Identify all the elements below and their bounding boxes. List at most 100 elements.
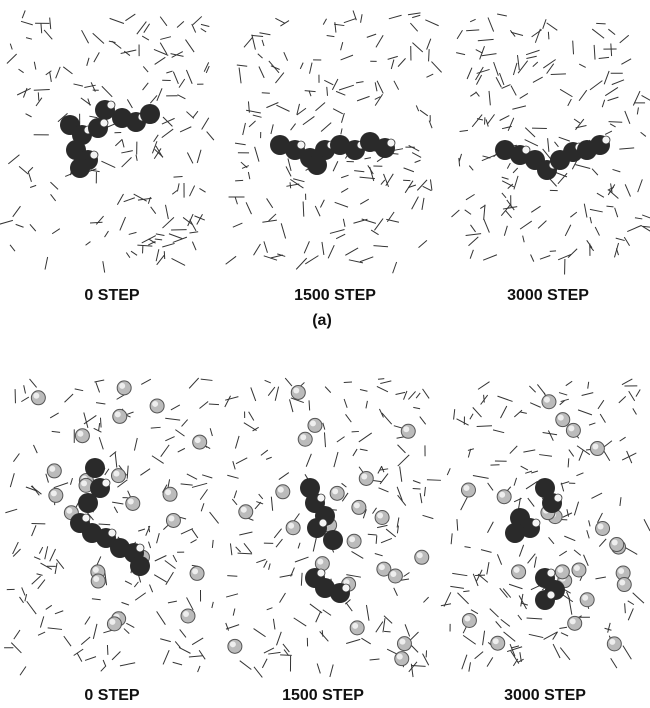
hydrogen-atom (102, 479, 110, 487)
solute-atom (70, 158, 90, 178)
ion-highlight (361, 473, 367, 479)
ion-highlight (168, 515, 174, 521)
caption: 0 STEP (84, 687, 139, 704)
hydrogen-atom (100, 119, 108, 127)
ion-highlight (288, 523, 294, 529)
solvent-molecule (309, 400, 310, 410)
solute-atom (140, 104, 160, 124)
ion-highlight (612, 540, 618, 546)
caption: 3000 STEP (507, 287, 589, 304)
hydrogen-atom (547, 569, 555, 577)
ion-highlight (379, 564, 385, 570)
ion-highlight (241, 507, 247, 513)
ion-highlight (165, 489, 171, 495)
ion-highlight (403, 426, 409, 432)
hydrogen-atom (387, 139, 395, 147)
hydrogen-atom (319, 519, 327, 527)
solute-atom (130, 556, 150, 576)
ion-highlight (109, 619, 115, 625)
ion-highlight (332, 488, 338, 494)
solvent-molecule (429, 49, 430, 61)
ion-highlight (230, 641, 236, 647)
caption: 1500 STEP (282, 687, 364, 704)
ion-highlight (349, 536, 355, 542)
solvent-molecule (344, 382, 352, 383)
ion-highlight (582, 595, 588, 601)
ion-highlight (195, 437, 201, 443)
page: 0 STEP 1500 STEP 3000 STEP (a) 0 STEP 15… (0, 0, 650, 708)
ion-highlight (278, 487, 284, 493)
ion-highlight (66, 508, 72, 514)
ion-highlight (317, 559, 323, 565)
solute-atom (323, 530, 343, 550)
ion-highlight (77, 431, 83, 437)
hydrogen-atom (602, 136, 610, 144)
solvent-molecule (99, 524, 111, 525)
ion-highlight (128, 498, 134, 504)
hydrogen-atom (317, 494, 325, 502)
solute-atom (85, 458, 105, 478)
ion-highlight (574, 565, 580, 571)
ion-highlight (619, 580, 625, 586)
ion-highlight (463, 485, 469, 491)
hydrogen-atom (532, 519, 540, 527)
ion-highlight (119, 383, 125, 389)
solute-atom (505, 523, 525, 543)
ion-highlight (399, 639, 405, 645)
solvent-molecule (413, 488, 421, 489)
ion-highlight (397, 654, 403, 660)
ion-highlight (33, 393, 39, 399)
solvent-molecule (303, 201, 304, 216)
hydrogen-atom (297, 141, 305, 149)
caption: 3000 STEP (504, 687, 586, 704)
hydrogen-atom (107, 101, 115, 109)
solvent-molecule (376, 535, 377, 543)
ion-highlight (152, 401, 158, 407)
solvent-molecule (174, 176, 183, 177)
ion-highlight (354, 502, 360, 508)
solvent-molecule (378, 379, 384, 380)
solvent-molecule (100, 418, 101, 428)
ion-highlight (499, 492, 505, 498)
ion-highlight (81, 480, 87, 486)
ion-highlight (514, 567, 520, 573)
hydrogen-atom (108, 529, 116, 537)
caption: 1500 STEP (294, 287, 376, 304)
ion-highlight (417, 552, 423, 558)
solvent-molecule (427, 480, 441, 481)
solute-atom (78, 493, 98, 513)
ion-highlight (93, 576, 99, 582)
ion-highlight (493, 638, 499, 644)
solvent-molecule (477, 426, 492, 427)
solvent-molecule (322, 630, 323, 636)
ion-highlight (183, 611, 189, 617)
ion-highlight (557, 567, 563, 573)
ion-highlight (618, 568, 624, 574)
ion-highlight (609, 639, 615, 645)
ion-highlight (113, 471, 119, 477)
hydrogen-atom (90, 151, 98, 159)
solvent-molecule (609, 122, 623, 123)
ion-highlight (570, 618, 576, 624)
row-label: (a) (312, 312, 332, 329)
hydrogen-atom (342, 584, 350, 592)
solvent-molecule (568, 458, 569, 467)
ion-highlight (310, 420, 316, 426)
ion-highlight (390, 571, 396, 577)
hydrogen-atom (547, 591, 555, 599)
solvent-molecule (550, 251, 556, 252)
hydrogen-atom (554, 494, 562, 502)
ion-highlight (300, 434, 306, 440)
solute-atom (307, 155, 327, 175)
ion-highlight (115, 411, 121, 417)
ion-highlight (192, 568, 198, 574)
hydrogen-atom (82, 514, 90, 522)
solvent-molecule (484, 395, 485, 403)
figure: 0 STEP 1500 STEP 3000 STEP (a) 0 STEP 15… (0, 0, 650, 708)
ion-highlight (49, 466, 55, 472)
ion-highlight (352, 623, 358, 629)
ion-highlight (544, 397, 550, 403)
ion-highlight (598, 524, 604, 530)
hydrogen-atom (317, 569, 325, 577)
ion-highlight (464, 615, 470, 621)
